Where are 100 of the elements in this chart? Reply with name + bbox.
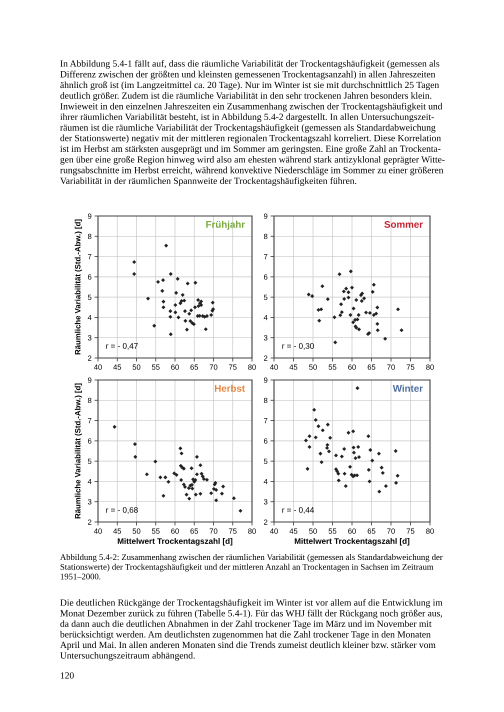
point <box>184 328 189 332</box>
point <box>189 308 194 312</box>
point <box>200 474 205 478</box>
point <box>346 296 350 300</box>
point <box>214 498 218 502</box>
point <box>180 292 185 297</box>
point <box>184 492 189 497</box>
point <box>112 424 117 429</box>
point <box>368 448 372 452</box>
point <box>164 244 168 248</box>
point <box>152 324 156 328</box>
point <box>306 292 311 296</box>
x-axis-title: Mittelwert Trockentagszahl [d] <box>118 538 232 546</box>
point <box>144 472 149 476</box>
point <box>310 294 314 298</box>
point <box>180 451 184 456</box>
point <box>146 296 150 301</box>
point <box>204 327 208 332</box>
point <box>340 454 344 458</box>
point <box>338 272 342 276</box>
point <box>314 435 318 440</box>
point <box>319 307 324 312</box>
point <box>326 422 330 427</box>
point <box>178 301 182 306</box>
point <box>316 424 320 428</box>
point <box>396 474 400 478</box>
point <box>173 303 178 308</box>
point <box>320 460 324 464</box>
point <box>394 480 398 485</box>
x-axis-title: Mittelwert Trockentagszahl [d] <box>294 538 410 546</box>
point <box>354 298 358 302</box>
point <box>368 311 372 315</box>
point <box>187 496 192 501</box>
point <box>352 306 356 310</box>
point <box>196 304 200 308</box>
point <box>355 386 360 390</box>
point <box>163 475 168 480</box>
text: Die deutlichen Rückgänge der Trockentagshäufigkeit im Winter ist vor allem auf die Entwicklung im Monat Dezember zurück zu führen (Tabelle 5.4-1). Für das WHJ fällt der Rückgang noch größer aus, da dann auch die deutlichen Abnahmen in der Zahl trockener Tage im März und im November mit berücksichtigt werden. Am deutlichsten zugenommen hat die Zahl trockener Tage in den Monaten April und Mai. In allen anderen Monaten sind die Trends zumeist deutlich kleiner bzw. stärker vom Untersuchungszeitraum abhängend. <box>60 599 443 661</box>
point <box>346 430 350 435</box>
point <box>212 486 216 491</box>
point <box>370 458 374 462</box>
point <box>180 299 184 303</box>
annotation: r = - 0,68 <box>106 507 138 514</box>
point <box>238 508 242 513</box>
point <box>344 484 348 488</box>
point <box>325 446 330 450</box>
point <box>348 313 352 317</box>
point <box>204 478 209 482</box>
point <box>194 472 199 476</box>
point <box>344 286 348 291</box>
point <box>368 479 372 484</box>
point <box>346 290 350 294</box>
text: Abbildung 5.4-2: Zusammenhang zwischen der räumlichen Variabilität (gemessen als Standardabweichung der Stationswerte) der Trockentagshäufigkeit und der mittleren Anzahl an Trockentagen in Sachsen im Zeitraum 1951–2000. <box>60 554 443 580</box>
point <box>376 328 380 332</box>
point <box>183 309 187 314</box>
point <box>304 438 308 442</box>
point <box>166 480 170 484</box>
point <box>196 298 200 302</box>
point <box>308 444 312 449</box>
chart-title: Winter <box>392 384 423 392</box>
point <box>306 466 310 471</box>
point <box>339 302 344 306</box>
point <box>362 296 366 300</box>
point <box>357 455 361 460</box>
point <box>178 446 182 450</box>
point <box>336 478 341 482</box>
point <box>342 297 346 301</box>
point <box>342 447 346 451</box>
point <box>320 428 325 432</box>
point <box>193 280 198 285</box>
point <box>394 449 398 453</box>
point <box>198 463 202 468</box>
point <box>317 318 322 323</box>
annotation: r = - 0,30 <box>282 343 314 350</box>
point <box>348 269 353 274</box>
annotation: r = - 0,47 <box>106 343 138 350</box>
point <box>214 488 218 492</box>
point <box>396 307 400 312</box>
point <box>374 312 378 316</box>
point <box>375 306 380 310</box>
point <box>351 429 356 434</box>
point <box>357 327 361 332</box>
point <box>176 315 180 320</box>
point <box>326 297 330 302</box>
point <box>176 276 180 281</box>
point <box>355 473 360 478</box>
point <box>186 486 191 490</box>
point <box>232 496 236 500</box>
point <box>179 478 184 482</box>
point <box>312 408 316 412</box>
point <box>342 290 346 294</box>
point <box>160 288 164 293</box>
point <box>182 298 186 303</box>
point <box>161 300 166 304</box>
point <box>220 492 224 496</box>
point <box>193 305 197 310</box>
point <box>314 418 318 422</box>
point <box>194 492 198 497</box>
text: 120 <box>60 672 74 679</box>
point <box>190 486 194 490</box>
